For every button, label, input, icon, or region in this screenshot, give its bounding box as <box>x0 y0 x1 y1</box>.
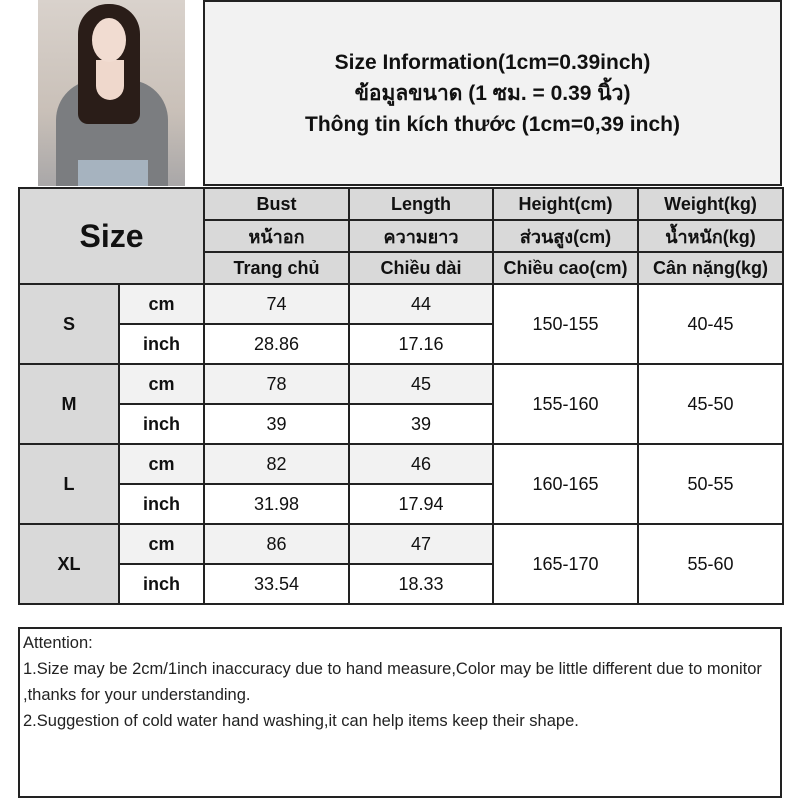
col-length-vi: Chiều dài <box>348 251 494 285</box>
col-length-th: ความยาว <box>348 219 494 253</box>
bust-cm: 74 <box>203 283 350 325</box>
size-label: L <box>18 443 120 525</box>
title-vi: Thông tin kích thước (1cm=0,39 inch) <box>305 112 680 136</box>
table-row-cm: S cm 74 44 150-155 40-45 <box>18 283 784 365</box>
unit-inch: inch <box>118 563 205 605</box>
attention-notes: Attention: 1.Size may be 2cm/1inch inacc… <box>18 627 782 798</box>
unit-cm: cm <box>118 283 205 325</box>
weight-range: 55-60 <box>637 523 784 605</box>
bust-cm: 86 <box>203 523 350 565</box>
bust-inch: 39 <box>203 403 350 445</box>
unit-inch: inch <box>118 483 205 525</box>
length-cm: 46 <box>348 443 494 485</box>
length-inch: 18.33 <box>348 563 494 605</box>
bust-cm: 78 <box>203 363 350 405</box>
weight-range: 45-50 <box>637 363 784 445</box>
table-row-inch: inch 28.86 17.16 <box>19 323 783 365</box>
length-cm: 47 <box>348 523 494 565</box>
table-row-inch: inch 39 39 <box>19 403 783 445</box>
attention-note-1: 1.Size may be 2cm/1inch inaccuracy due t… <box>23 660 762 704</box>
bust-inch: 31.98 <box>203 483 350 525</box>
unit-cm: cm <box>118 443 205 485</box>
col-height-th: ส่วนสูง(cm) <box>492 219 639 253</box>
col-bust-th: หน้าอก <box>203 219 350 253</box>
size-info-title: Size Information(1cm=0.39inch) ข้อมูลขนา… <box>203 0 782 186</box>
length-inch: 17.94 <box>348 483 494 525</box>
table-row-cm: M cm 78 45 155-160 45-50 <box>18 363 784 445</box>
height-range: 150-155 <box>492 283 639 365</box>
col-height-en: Height(cm) <box>492 187 639 221</box>
photo-neck <box>96 60 124 100</box>
attention-heading: Attention: <box>23 634 93 652</box>
weight-range: 50-55 <box>637 443 784 525</box>
photo-jeans <box>78 160 148 186</box>
table-row-inch: inch 31.98 17.94 <box>19 483 783 525</box>
size-table: Size Bust Length Height(cm) Weight(kg) ห… <box>18 187 784 605</box>
table-row-cm: XL cm 86 47 165-170 55-60 <box>18 523 784 605</box>
height-range: 160-165 <box>492 443 639 525</box>
length-cm: 45 <box>348 363 494 405</box>
size-label: XL <box>18 523 120 605</box>
photo-face <box>92 18 126 62</box>
size-header: Size <box>18 187 205 285</box>
size-label: S <box>18 283 120 365</box>
length-inch: 17.16 <box>348 323 494 365</box>
col-length-en: Length <box>348 187 494 221</box>
bust-cm: 82 <box>203 443 350 485</box>
col-bust-en: Bust <box>203 187 350 221</box>
col-weight-vi: Cân nặng(kg) <box>637 251 784 285</box>
bust-inch: 33.54 <box>203 563 350 605</box>
col-bust-vi: Trang chủ <box>203 251 350 285</box>
title-th: ข้อมูลขนาด (1 ซม. = 0.39 นิ้ว) <box>354 81 631 105</box>
weight-range: 40-45 <box>637 283 784 365</box>
col-height-vi: Chiều cao(cm) <box>492 251 639 285</box>
unit-cm: cm <box>118 363 205 405</box>
table-row-cm: L cm 82 46 160-165 50-55 <box>18 443 784 525</box>
unit-inch: inch <box>118 323 205 365</box>
height-range: 165-170 <box>492 523 639 605</box>
attention-note-2: 2.Suggestion of cold water hand washing,… <box>23 712 579 730</box>
unit-cm: cm <box>118 523 205 565</box>
col-weight-en: Weight(kg) <box>637 187 784 221</box>
length-inch: 39 <box>348 403 494 445</box>
height-range: 155-160 <box>492 363 639 445</box>
col-weight-th: น้ำหนัก(kg) <box>637 219 784 253</box>
table-row-inch: inch 33.54 18.33 <box>19 563 783 605</box>
size-label: M <box>18 363 120 445</box>
product-photo <box>38 0 185 186</box>
bust-inch: 28.86 <box>203 323 350 365</box>
title-en: Size Information(1cm=0.39inch) <box>334 50 651 74</box>
unit-inch: inch <box>118 403 205 445</box>
length-cm: 44 <box>348 283 494 325</box>
